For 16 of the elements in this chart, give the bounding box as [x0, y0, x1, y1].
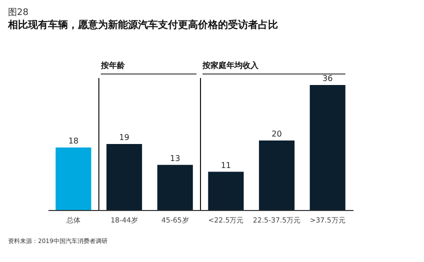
data-label: 18: [68, 136, 79, 146]
bar: [56, 148, 92, 210]
text: 按年龄: [100, 61, 126, 70]
chart-title: 图28: [8, 8, 29, 18]
text: 按家庭年均收入: [202, 60, 260, 70]
data-label: 11: [220, 160, 232, 170]
data-label: 20: [272, 130, 282, 139]
chart-subtitle: 相比现有车辆，愿意为新能源汽车支付更高价格的受访者占比: [7, 19, 278, 31]
data-label: 36: [322, 74, 333, 83]
bar: [258, 140, 295, 210]
bar: [157, 164, 193, 210]
data-label: 13: [170, 154, 180, 163]
bar: [106, 144, 142, 210]
bar: [208, 172, 244, 210]
bar: [310, 85, 346, 210]
data-label: 19: [119, 133, 130, 142]
